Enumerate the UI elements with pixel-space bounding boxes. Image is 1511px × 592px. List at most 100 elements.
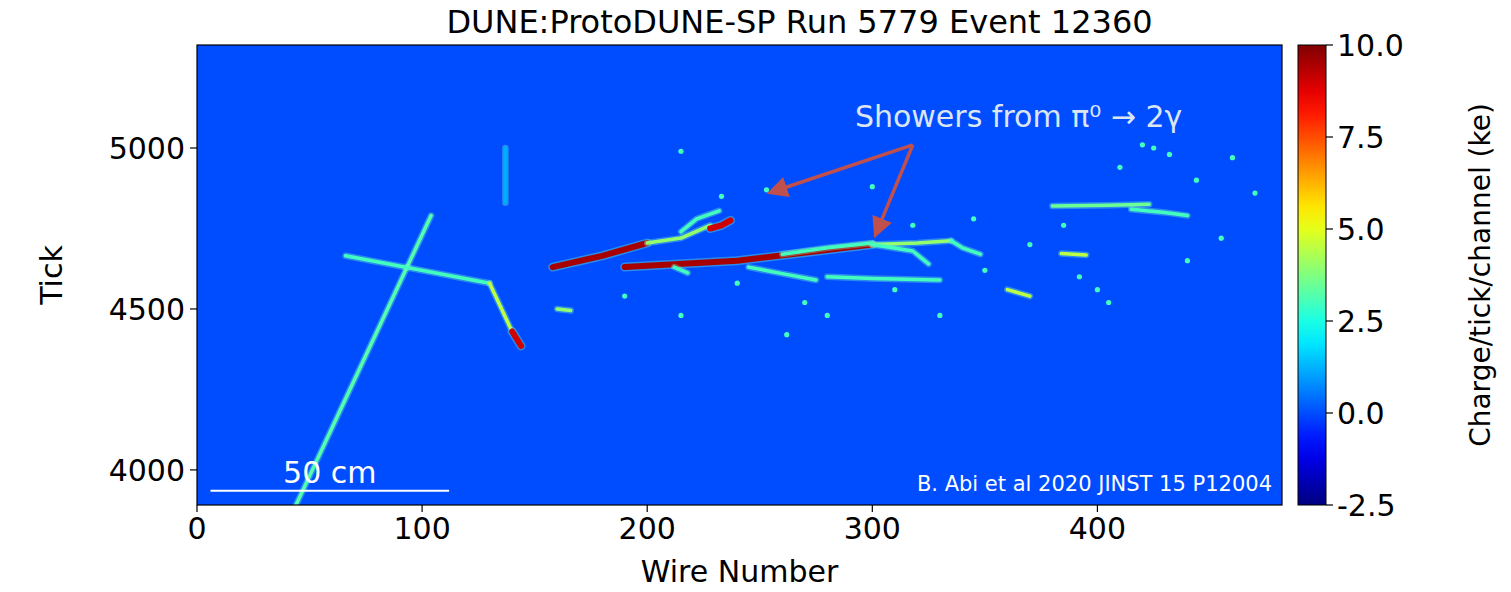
track [872,245,928,264]
y-tick-label: 5000 [109,131,185,166]
track-glow [502,148,509,203]
x-tick-label: 300 [844,511,901,546]
hit [678,313,683,318]
hit [971,216,976,221]
scale-bar-label: 50 cm [283,455,376,490]
track-glow [512,332,521,347]
hit [1194,178,1199,183]
colorbar-tick [1326,412,1333,413]
track [710,220,730,228]
annotation: Showers from π⁰ → 2γ [855,99,1182,134]
plot-background [197,45,1282,505]
x-tick-label: 0 [187,511,206,546]
hit [1219,236,1224,241]
y-tick [190,147,197,148]
x-tick-label: 100 [393,511,450,546]
colorbar-tick [1326,320,1333,321]
hit [735,281,740,286]
track-glow [749,267,817,280]
hit [892,287,897,292]
hit [1077,274,1082,279]
track [681,211,719,232]
track [490,283,512,331]
hit [678,149,683,154]
track [647,225,710,243]
hit [1151,145,1156,150]
colorbar-tick-label: 0.0 [1337,396,1385,431]
colorbar-label: Charge/tick/channel (ke) [1464,103,1497,447]
colorbar-tick-label: 7.5 [1337,120,1385,155]
track-glow [681,211,719,232]
track [827,277,940,280]
track-glow [647,225,710,243]
hit [1061,223,1066,228]
x-tick-label: 200 [619,511,676,546]
track [674,267,688,273]
y-tick-label: 4500 [109,292,185,327]
hit [1140,142,1145,147]
track-glow [346,256,490,283]
hit [910,223,915,228]
track-glow [1007,290,1030,297]
track-glow [557,309,571,311]
hit [1230,155,1235,160]
track-glow [872,245,928,264]
hit [802,300,807,305]
colorbar-tick-label: -2.5 [1337,488,1396,523]
hit [1095,287,1100,292]
y-tick [190,469,197,470]
hit [982,268,987,273]
citation: B. Abi et al 2020 JINST 15 P12004 [917,472,1272,496]
chart: DUNE:ProtoDUNE-SP Run 5779 Event 1236001… [0,0,1511,592]
colorbar-tick [1326,504,1333,505]
colorbar-tick [1326,44,1333,45]
track [512,332,521,347]
plot-frame [197,45,1282,505]
track [557,309,571,311]
track-glow [674,267,688,273]
track-glow [827,277,940,280]
colorbar-tick [1326,136,1333,137]
track [1052,204,1149,206]
track [1131,209,1187,215]
track-glow [490,283,512,331]
hit [825,313,830,318]
y-axis-title: Tick [34,245,69,306]
track [951,241,980,255]
track-glow [1131,209,1187,215]
hit [1117,165,1122,170]
track-glow [782,243,872,254]
y-tick-label: 4000 [109,453,185,488]
track-glow [710,220,730,228]
scale-bar [211,490,450,492]
colorbar-tick-label: 2.5 [1337,304,1385,339]
hit [1185,258,1190,263]
hit [870,184,875,189]
x-axis-title: Wire Number [641,554,839,589]
track-glow [1052,204,1149,206]
hit [1252,190,1257,195]
colorbar-tick-label: 10.0 [1337,28,1404,63]
track [346,256,490,283]
hit [719,194,724,199]
hit [1106,300,1111,305]
colorbar-tick [1326,228,1333,229]
track-glow [951,241,980,255]
hit [937,313,942,318]
hit [1167,152,1172,157]
annotation-arrow [773,145,913,192]
colorbar-tick-label: 5.0 [1337,212,1385,247]
track [1007,290,1030,297]
hit [1027,242,1032,247]
track [782,243,872,254]
track-glow [1061,254,1086,255]
hit [784,332,789,337]
track [1061,254,1086,255]
hit [764,187,769,192]
track [504,148,508,203]
hit [622,293,627,298]
x-tick-label: 400 [1069,511,1126,546]
track [749,267,817,280]
tracks [296,142,1258,505]
annotation-arrow [877,145,913,232]
